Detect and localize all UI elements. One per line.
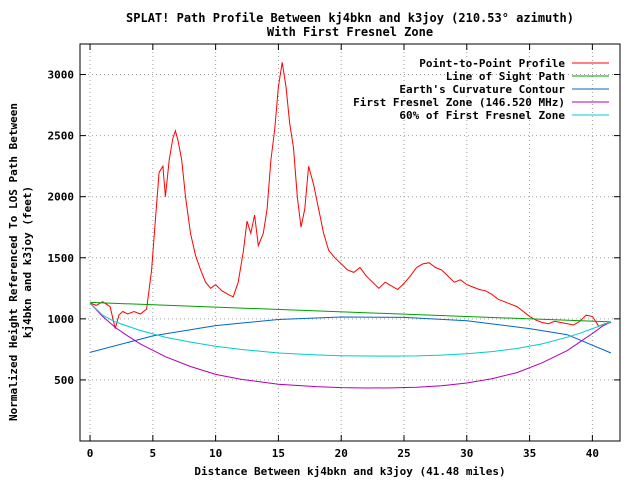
x-tick-label: 30 xyxy=(460,447,473,460)
chart-title: SPLAT! Path Profile Between kj4bkn and k… xyxy=(126,11,574,25)
series-line-line-of-sight-path xyxy=(89,301,612,323)
legend-label: First Fresnel Zone (146.520 MHz) xyxy=(353,96,565,109)
x-axis-label: Distance Between kj4bkn and k3joy (41.48… xyxy=(194,465,505,478)
legend-label: Point-to-Point Profile xyxy=(419,57,565,70)
chart-subtitle: With First Fresnel Zone xyxy=(267,25,433,39)
y-axis-label-line-1: Normalized Height Referenced To LOS Path… xyxy=(7,103,20,421)
x-tick-label: 0 xyxy=(87,447,94,460)
y-tick-label: 2000 xyxy=(48,191,75,204)
axis-ticks: 0 5 10 15 20 25 30 35 40 500 1000 1500 2000 2500 3000 xyxy=(48,44,620,460)
series-line-first-fresnel-zone-146-520-mhz xyxy=(89,302,612,389)
x-tick-label: 20 xyxy=(335,447,348,460)
x-tick-label: 35 xyxy=(523,447,536,460)
legend-label: Earth's Curvature Contour xyxy=(399,83,565,96)
y-tick-label: 2500 xyxy=(48,130,75,143)
series-line-60-of-first-fresnel-zone xyxy=(89,302,612,357)
y-tick-label: 3000 xyxy=(48,69,75,82)
series-lines xyxy=(89,62,612,389)
x-tick-label: 5 xyxy=(150,447,157,460)
y-tick-label: 1500 xyxy=(48,252,75,265)
x-tick-label: 10 xyxy=(209,447,222,460)
y-tick-label: 1000 xyxy=(48,313,75,326)
series-line-earth-s-curvature-contour xyxy=(89,316,612,354)
x-tick-label: 40 xyxy=(586,447,599,460)
x-tick-label: 25 xyxy=(397,447,410,460)
series-line-point-to-point-profile xyxy=(89,62,612,329)
legend-label: Line of Sight Path xyxy=(446,70,565,83)
y-axis-label-line-2: kj4bkn and k3joy (feet) xyxy=(21,186,34,338)
legend-label: 60% of First Fresnel Zone xyxy=(399,109,565,122)
plot-frame xyxy=(79,43,621,442)
y-tick-label: 500 xyxy=(54,374,74,387)
x-tick-label: 15 xyxy=(272,447,285,460)
